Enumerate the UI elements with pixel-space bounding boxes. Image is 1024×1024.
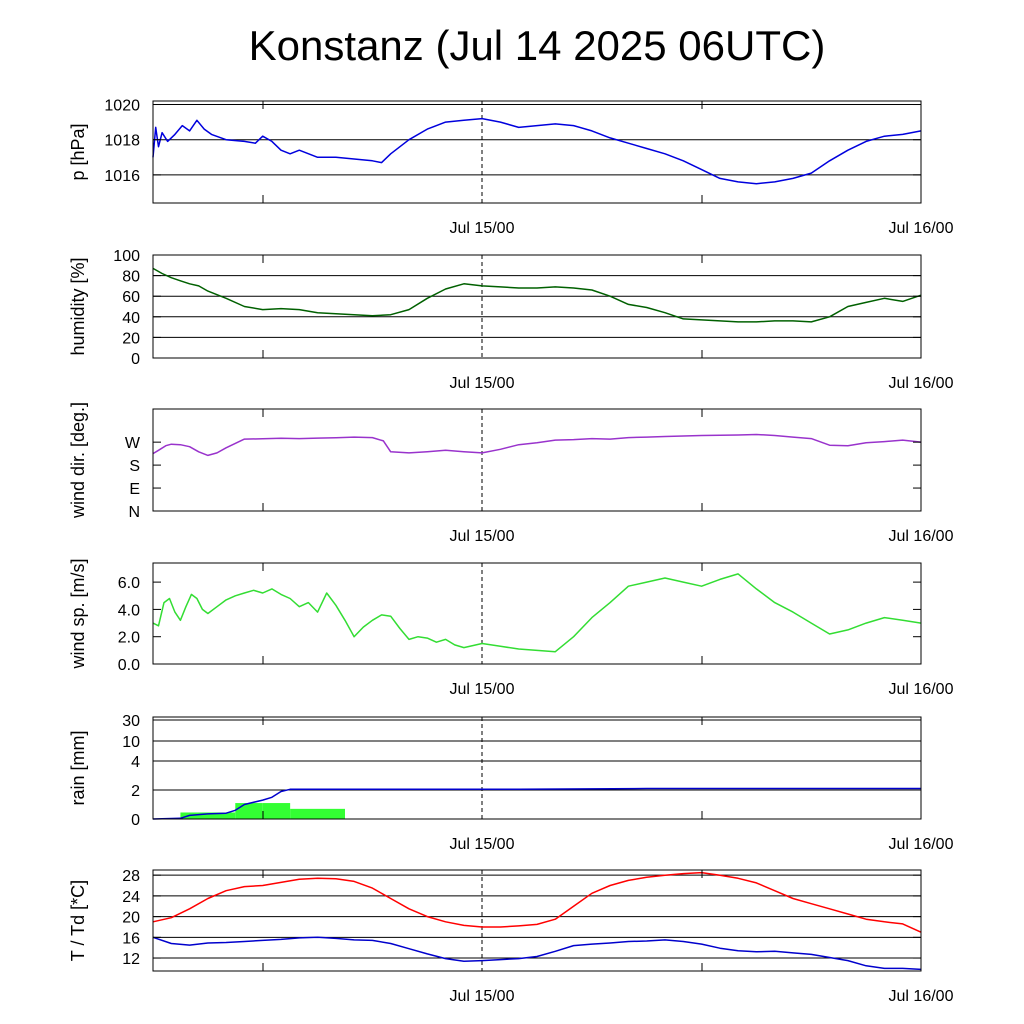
plot-frame — [152, 562, 922, 665]
x-tick-label: Jul 16/00 — [889, 375, 954, 392]
series-line-1 — [152, 117, 922, 185]
y-axis-label: T / Td [*C] — [68, 880, 88, 961]
panel-6: 12 16 20 24 28 Jul 15/00 Jul 16/00 T / Td [*C] — [68, 868, 954, 1005]
chart-title: Konstanz (Jul 14 2025 06UTC) — [248, 22, 826, 69]
x-tick-label: Jul 15/00 — [450, 375, 515, 392]
rain-bar — [180, 812, 236, 819]
y-tick-label: 2 — [131, 783, 140, 800]
series-line-1 — [152, 267, 922, 323]
x-tick-label: Jul 16/00 — [889, 528, 954, 545]
y-tick-label: 28 — [122, 868, 140, 885]
y-tick-label: 40 — [122, 310, 140, 327]
y-tick-label: 12 — [122, 951, 140, 968]
x-tick-label: Jul 15/00 — [450, 681, 515, 698]
y-tick-label: 10 — [122, 734, 140, 751]
x-tick-label: Jul 16/00 — [889, 988, 954, 1005]
x-tick-label: Jul 15/00 — [450, 220, 515, 237]
x-tick-label: Jul 15/00 — [450, 988, 515, 1005]
y-tick-label: 24 — [122, 889, 140, 906]
plot-frame — [152, 716, 922, 820]
panel-2: 0 20 40 60 80 100 Jul 15/00 Jul 16/00 humidity [… — [68, 248, 954, 392]
y-tick-label: 100 — [113, 248, 140, 265]
plot-frame — [152, 869, 922, 972]
y-tick-label: 1020 — [104, 98, 140, 115]
x-tick-label: Jul 16/00 — [889, 681, 954, 698]
y-tick-label: N — [128, 504, 140, 521]
y-tick-label: 20 — [122, 330, 140, 347]
panel-4: 0.0 2.0 4.0 6.0 Jul 15/00 Jul 16/00 wind sp. [… — [68, 558, 954, 698]
panel-5: 0 2 4 10 30 Jul 15/00 Jul 16/00 rain [mm] — [68, 713, 954, 853]
series-line-1 — [152, 871, 922, 933]
x-tick-label: Jul 15/00 — [450, 836, 515, 853]
y-tick-label: 60 — [122, 289, 140, 306]
series-line-1 — [152, 433, 922, 457]
y-axis-label: wind dir. [deg.] — [68, 402, 88, 519]
y-tick-label: 1018 — [104, 133, 140, 150]
y-axis-label: rain [mm] — [68, 730, 88, 805]
plot-frame — [152, 100, 922, 204]
y-tick-label: 80 — [122, 269, 140, 286]
plot-frame — [152, 254, 922, 359]
series-line-1 — [152, 787, 921, 820]
y-tick-label: 16 — [122, 930, 140, 947]
rain-bar — [235, 803, 263, 819]
y-tick-label: 1016 — [104, 168, 140, 185]
y-tick-label: 0 — [131, 351, 140, 368]
series-line-2 — [152, 936, 922, 971]
x-tick-label: Jul 16/00 — [889, 836, 954, 853]
y-axis-label: humidity [%] — [68, 257, 88, 355]
panel-1: 1016 1018 1020 Jul 15/00 Jul 16/00 p [hPa] — [68, 98, 954, 237]
y-tick-label: E — [129, 481, 140, 498]
y-tick-label: W — [125, 435, 141, 452]
y-tick-label: 2.0 — [118, 630, 140, 647]
x-tick-label: Jul 16/00 — [889, 220, 954, 237]
y-tick-label: 30 — [122, 713, 140, 730]
rain-bar — [262, 803, 291, 819]
x-tick-label: Jul 15/00 — [450, 528, 515, 545]
y-tick-label: 0.0 — [118, 657, 140, 674]
y-tick-label: 4 — [131, 754, 140, 771]
y-tick-label: 20 — [122, 910, 140, 927]
y-axis-label: p [hPa] — [68, 123, 88, 180]
y-tick-label: 4.0 — [118, 602, 140, 619]
series-line-1 — [152, 573, 922, 653]
y-axis-label: wind sp. [m/s] — [68, 558, 88, 669]
y-tick-label: 6.0 — [118, 575, 140, 592]
rain-bar — [290, 808, 345, 819]
y-tick-label: S — [129, 458, 140, 475]
plot-frame — [152, 408, 922, 512]
y-tick-label: 0 — [131, 812, 140, 829]
